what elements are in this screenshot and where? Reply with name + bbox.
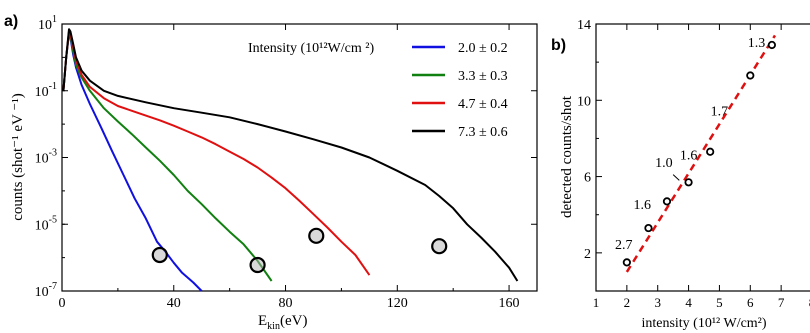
legend-title: Intensity (10¹²W/cm ²): [248, 41, 374, 56]
y-tick-label: 14: [577, 18, 591, 33]
data-point: [645, 225, 651, 231]
point-annotation: 1.6: [634, 198, 652, 213]
data-point: [624, 259, 630, 265]
panel-b-counts: b) 2.71.61.01.61.71.3 12345678261014 det…: [551, 18, 810, 331]
fit-line: [627, 35, 775, 271]
panel-a-legend: Intensity (10¹²W/cm ²) 2.0 ± 0.2 3.3 ± 0.…: [248, 41, 508, 140]
circled-point: [432, 239, 446, 253]
legend-entry-4: 7.3 ± 0.6: [458, 125, 508, 140]
y-tick-label: 101: [38, 14, 57, 33]
x-tick-label: 80: [279, 296, 293, 311]
panel-a-y-axis-label: counts (shot⁻¹ eV ⁻¹): [10, 93, 26, 220]
x-tick-label: 6: [747, 295, 754, 310]
y-tick-label: 2: [584, 247, 591, 262]
annotation-leader: [673, 175, 679, 181]
point-annotation: 1.0: [655, 156, 673, 171]
x-tick-label: 120: [387, 296, 408, 311]
x-tick-label: 7: [778, 295, 785, 310]
panel-b-label: b): [551, 37, 566, 54]
panel-b-plot-area: 2.7 1.6 1.0 1.6 1.7 1.3: [615, 35, 775, 271]
y-tick-label: 10-5: [35, 214, 57, 233]
legend-entry-3: 4.7 ± 0.4: [458, 97, 508, 112]
panel-a-ticks: 0 40 80 120 160 101 10-1 10-3 10-5 10-7: [35, 14, 537, 311]
panel-b-y-axis-label: detected counts/shot: [559, 95, 575, 218]
x-tick-label: 2: [624, 295, 631, 310]
panel-b-x-axis-label: intensity (10¹² W/cm²): [641, 316, 766, 331]
x-tick-label: 0: [59, 296, 66, 311]
panel-a-label: a): [4, 13, 18, 30]
point-annotation: 1.3: [748, 36, 766, 51]
x-tick-label: 4: [685, 295, 692, 310]
data-point: [664, 198, 670, 204]
point-annotation: 1.7: [711, 105, 729, 120]
data-point: [769, 42, 775, 48]
x-tick-label: 40: [167, 296, 181, 311]
x-tick-label: 5: [716, 295, 723, 310]
panel-a-plot-area: [63, 29, 517, 291]
panel-a-spectra: a) 0 40 80 120 160 101 10-1 10-3 10-5 10-7 counts…: [4, 13, 537, 332]
circled-point: [153, 248, 167, 262]
x-tick-label: 3: [654, 295, 661, 310]
data-point: [707, 149, 713, 155]
series-line-4: [63, 29, 517, 281]
x-tick-label: 1: [593, 295, 600, 310]
circled-point: [251, 258, 265, 272]
legend-entry-1: 2.0 ± 0.2: [458, 41, 508, 56]
panel-a-frame: [62, 24, 537, 291]
point-annotation: 2.7: [615, 238, 633, 253]
circled-point: [309, 229, 323, 243]
x-label-main: E: [258, 313, 267, 329]
x-label-unit: (eV): [280, 313, 307, 329]
x-label-sub: kin: [267, 321, 280, 332]
x-tick-label: 160: [499, 296, 520, 311]
y-tick-label: 6: [584, 171, 591, 186]
data-point: [747, 72, 753, 78]
point-annotation: 1.6: [680, 148, 698, 163]
y-tick-label: 10-7: [35, 281, 57, 300]
y-tick-label: 10-3: [35, 148, 57, 167]
legend-entry-2: 3.3 ± 0.3: [458, 69, 508, 84]
panel-a-x-axis-label: Ekin(eV): [258, 313, 307, 332]
data-point: [685, 179, 691, 185]
y-tick-label: 10: [577, 94, 591, 109]
y-tick-label: 10-1: [35, 81, 57, 100]
